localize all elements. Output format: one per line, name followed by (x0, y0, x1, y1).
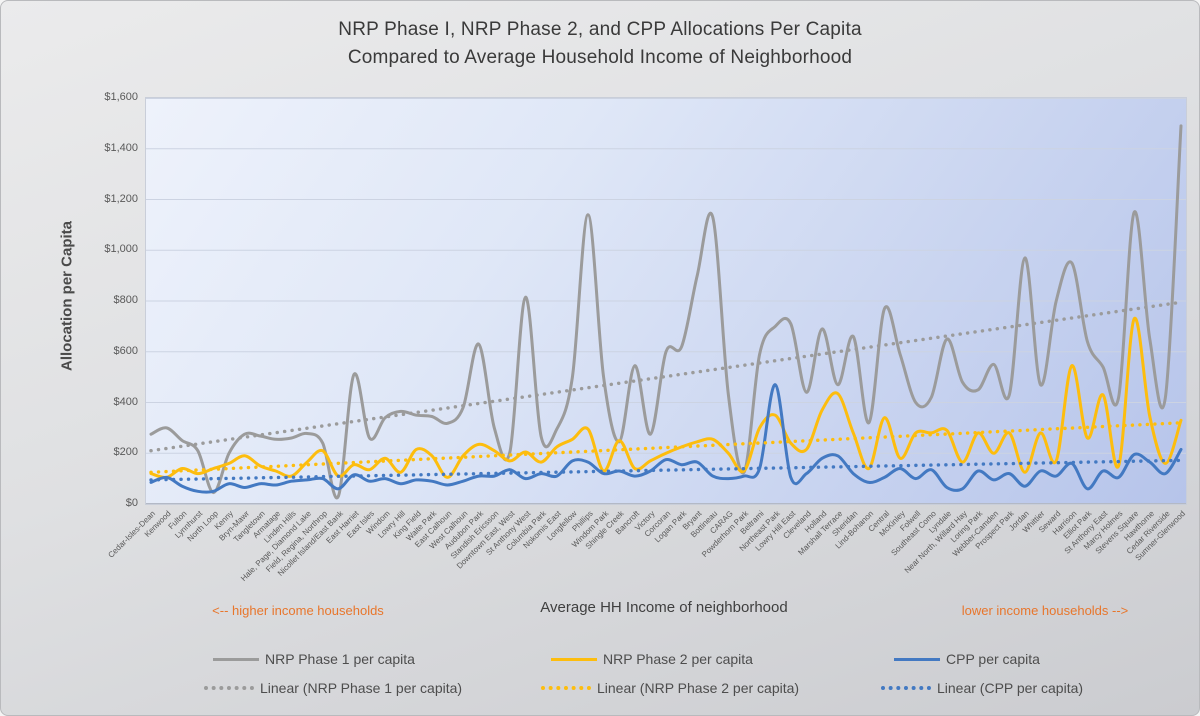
chart-title-line-1: NRP Phase I, NRP Phase 2, and CPP Alloca… (338, 19, 862, 40)
higher-income-annotation: <-- higher income households (212, 603, 384, 618)
legend-label: NRP Phase 1 per capita (265, 651, 415, 667)
y-axis-tick-label: $0 (125, 497, 138, 509)
trendline-linear-nrp-phase-2-per-capita (149, 421, 1183, 474)
trendline-linear-nrp-phase-1-per-capita (149, 300, 1183, 453)
legend-item-linear-nrp-phase-1-per-capita: Linear (NRP Phase 1 per capita) (204, 680, 462, 696)
y-axis-tick-label: $400 (113, 395, 138, 408)
trendline-linear-cpp-per-capita (149, 458, 1183, 482)
series-line-nrp-phase-2-per-capita (149, 317, 1183, 479)
y-axis-tick-label: $1,000 (104, 243, 138, 256)
lower-income-annotation: lower income households --> (961, 603, 1129, 618)
legend-dotted-line-swatch (881, 686, 931, 690)
legend-label: CPP per capita (946, 651, 1040, 667)
chart-svg (146, 98, 1186, 504)
x-axis-title: Average HH Income of neighborhood (540, 599, 788, 616)
chart-title-line-2: Compared to Average Household Income of … (347, 47, 853, 68)
legend-label: Linear (NRP Phase 2 per capita) (597, 680, 800, 696)
y-axis-tick-label: $1,600 (104, 91, 138, 103)
plot-area (146, 98, 1186, 504)
legend-dotted-line-swatch (541, 686, 591, 690)
legend-item-linear-cpp-per-capita: Linear (CPP per capita) (881, 680, 1083, 696)
legend-line-swatch (894, 657, 940, 661)
y-axis-tick-label: $1,400 (104, 141, 138, 154)
legend-item-nrp-phase-2-per-capita: NRP Phase 2 per capita (551, 651, 753, 667)
legend-label: NRP Phase 2 per capita (603, 651, 753, 667)
y-axis-tick-label: $800 (113, 294, 138, 306)
legend-item-nrp-phase-1-per-capita: NRP Phase 1 per capita (213, 651, 415, 667)
legend-item-cpp-per-capita: CPP per capita (894, 651, 1040, 667)
y-axis-tick-label: $1,200 (104, 192, 138, 205)
legend-item-linear-nrp-phase-2-per-capita: Linear (NRP Phase 2 per capita) (541, 680, 799, 696)
series-line-nrp-phase-1-per-capita (149, 124, 1183, 500)
legend-dotted-line-swatch (204, 686, 254, 690)
legend-label: Linear (CPP per capita) (937, 680, 1084, 696)
y-axis-tick-label: $600 (113, 344, 138, 357)
legend-line-swatch (551, 657, 597, 661)
series-line-cpp-per-capita (149, 383, 1183, 494)
y-axis-tick-label: $200 (113, 446, 138, 459)
legend-line-swatch (213, 657, 259, 661)
legend-label: Linear (NRP Phase 1 per capita) (260, 680, 463, 696)
